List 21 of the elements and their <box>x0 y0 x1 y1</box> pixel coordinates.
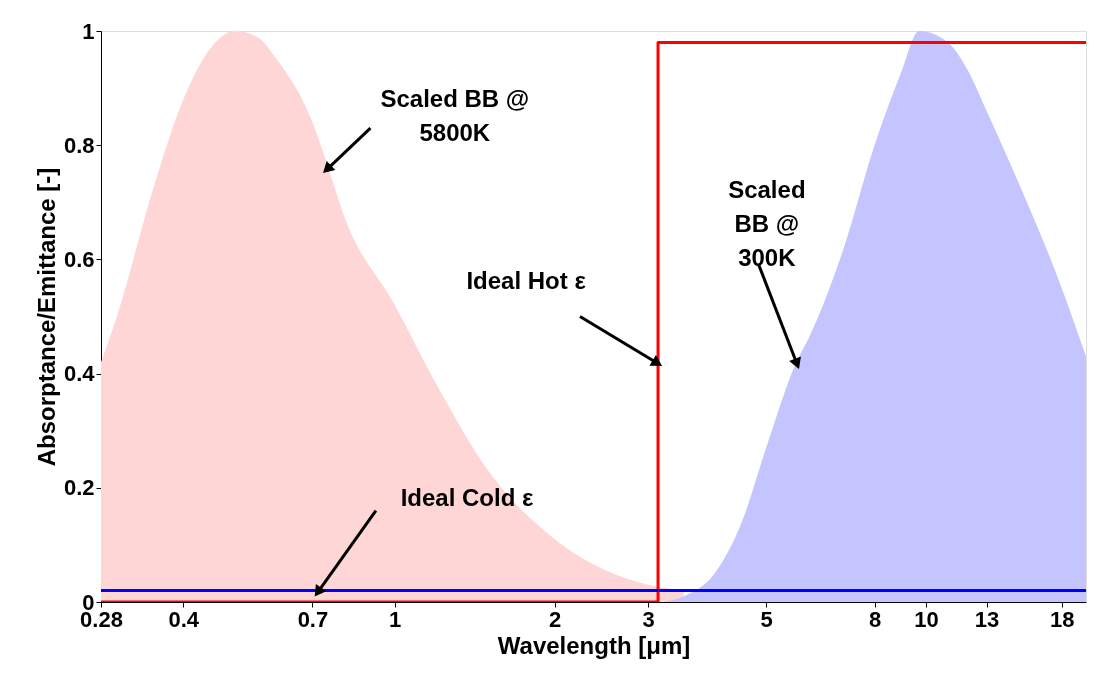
x-tick-label: 10 <box>914 606 939 632</box>
x-tick-label: 1 <box>389 606 402 632</box>
x-tick-label: 0.4 <box>168 606 200 632</box>
y-tick-label: 0.4 <box>63 361 96 387</box>
x-tick-label: 13 <box>974 606 1000 632</box>
x-tick-label: 2 <box>549 606 562 632</box>
y-tick-label: 1 <box>82 18 95 44</box>
x-tick-label: 3 <box>642 606 655 632</box>
x-tick-label: 0.7 <box>297 606 329 632</box>
x-tick-label: 5 <box>760 606 773 632</box>
annotation: Ideal Cold ε <box>400 484 534 512</box>
x-tick-label: 8 <box>868 606 882 632</box>
annotation: Scaled BB @ 5800K <box>380 84 530 146</box>
y-tick-label: 0.6 <box>63 246 95 272</box>
annotation: Scaled BB @ 300K <box>728 175 806 271</box>
annotation: Ideal Hot ε <box>466 267 586 295</box>
x-tick-label: 18 <box>1049 606 1075 632</box>
x-axis-title: Wavelength [μm] <box>497 631 691 659</box>
y-tick-label: 0.2 <box>63 475 95 501</box>
y-tick-label: 0.8 <box>63 132 95 158</box>
y-axis-title: Absorptance/Emittance [-] <box>32 167 60 467</box>
